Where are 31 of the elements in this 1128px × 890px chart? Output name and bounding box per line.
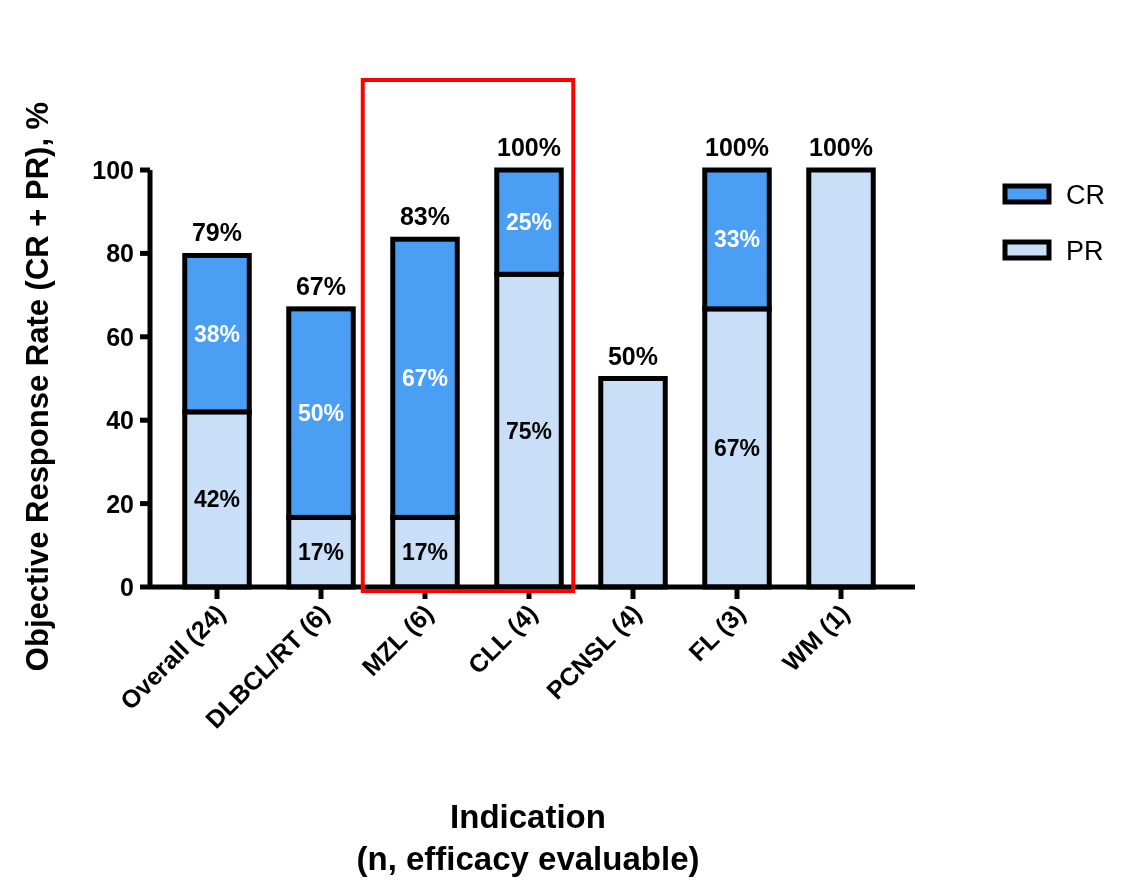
y-axis-title: Objective Response Rate (CR + PR), % [20,101,55,672]
x-tick-label: CLL (4) [462,598,543,680]
total-label: 79% [191,218,243,247]
data-label: 50% [297,400,345,427]
data-label: 67% [713,434,761,461]
y-tick-label: 40 [106,406,134,435]
data-label: 17% [297,539,345,566]
legend-label: CR [1066,180,1105,210]
total-label: 100% [705,133,769,161]
total-label: 100% [497,133,561,161]
data-label: 33% [713,226,761,253]
data-label: 38% [193,320,241,347]
data-label: 25% [505,209,553,236]
x-axis-title: Indication (n, efficacy evaluable) [356,798,700,877]
y-tick-label: 0 [120,573,134,601]
x-tick-label: MZL (6) [356,598,439,682]
data-label: 75% [505,417,553,444]
legend-label: PR [1066,236,1104,266]
data-label: 42% [193,486,241,513]
data-label: 67% [401,365,449,392]
x-tick-label: FL (3) [682,598,751,667]
y-tick-label: 60 [106,322,134,351]
total-label: 100% [809,133,873,161]
x-tick-label: WM (1) [776,598,855,677]
y-tick-label: 20 [106,489,134,518]
data-label: 17% [401,539,449,566]
total-label: 83% [399,202,451,231]
y-tick-label: 80 [106,239,134,268]
y-tick-label: 100 [92,156,134,184]
total-label: 67% [295,271,347,300]
total-label: 50% [607,341,659,370]
